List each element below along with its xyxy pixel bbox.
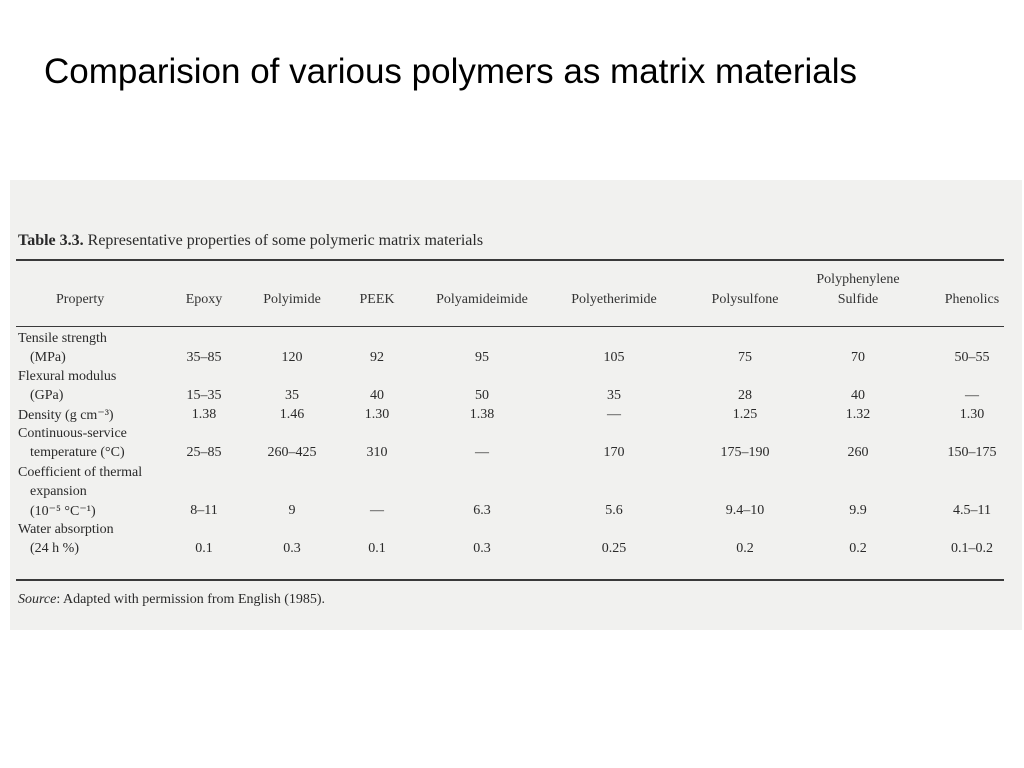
cell-temp-epoxy: 25–85 [186,445,222,460]
header-epoxy: Epoxy [185,292,223,307]
cell-water-polyetherimide: 0.25 [601,541,627,556]
cell-tensile-polyetherimide: 105 [603,350,625,365]
cell-flexural-phenolics: — [965,388,979,403]
cell-water-epoxy: 0.1 [195,541,213,556]
cell-cte-phenolics: 4.5–11 [953,503,991,518]
table-source-note: Source: Adapted with permission from Eng… [18,592,325,608]
cell-temp-polyamideimide: — [475,445,489,460]
cell-temp-phenolics: 150–175 [947,445,997,460]
header-peek: PEEK [359,292,395,307]
header-property: Property [56,292,105,307]
cell-flexural-polyetherimide: 35 [607,388,621,403]
cell-temp-polysulfone: 175–190 [720,445,770,460]
cell-density-phenolics: 1.30 [959,407,985,422]
source-text: : Adapted with permission from English (… [56,592,326,607]
cell-flexural-peek: 40 [370,388,384,403]
row-label-tensile: Tensile strength [18,331,107,346]
cell-flexural-epoxy: 15–35 [186,388,222,403]
cell-flexural-polysulfone: 28 [738,388,752,403]
row-label-flexural-unit: (GPa) [30,388,64,403]
cell-cte-polysulfone: 9.4–10 [725,503,765,518]
table-caption: Table 3.3. Representative properties of … [18,232,483,250]
header-phenolics: Phenolics [944,292,1000,307]
cell-tensile-polysulfone: 75 [738,350,752,365]
row-label-cte-unit: (10⁻⁵ °C⁻¹) [30,504,96,519]
cell-tensile-epoxy: 35–85 [186,350,222,365]
cell-tensile-pps: 70 [851,350,865,365]
table-scan-image: Table 3.3. Representative properties of … [10,180,1022,630]
table-caption-text: Representative properties of some polyme… [87,232,484,249]
row-label-water: Water absorption [18,522,114,537]
row-label-density: Density (g cm⁻³) [18,408,114,423]
header-sulfide: Sulfide [837,292,879,307]
cell-flexural-polyimide: 35 [285,388,299,403]
cell-cte-pps: 9.9 [849,503,867,518]
header-polysulfone: Polysulfone [711,292,779,307]
cell-tensile-phenolics: 50–55 [954,350,990,365]
cell-flexural-polyamideimide: 50 [475,388,489,403]
cell-cte-polyimide: 9 [288,503,296,518]
cell-tensile-polyimide: 120 [281,350,303,365]
table-top-rule [16,259,1004,261]
cell-temp-polyimide: 260–425 [267,445,317,460]
row-label-service-temp: Continuous-service [18,426,127,441]
row-label-tensile-unit: (MPa) [30,350,66,365]
header-polyimide: Polyimide [263,292,321,307]
cell-density-pps: 1.32 [845,407,871,422]
cell-temp-peek: 310 [366,445,388,460]
table-bottom-rule [16,579,1004,581]
cell-flexural-pps: 40 [851,388,865,403]
header-polyphenylene: Polyphenylene [816,272,900,287]
row-label-service-temp-unit: temperature (°C) [30,445,125,460]
header-polyetherimide: Polyetherimide [571,292,657,307]
cell-water-polyimide: 0.3 [283,541,301,556]
cell-water-polyamideimide: 0.3 [473,541,491,556]
cell-tensile-polyamideimide: 95 [475,350,489,365]
slide-title: Comparision of various polymers as matri… [44,52,858,91]
cell-density-polyetherimide: — [607,407,621,422]
row-label-cte-line2: expansion [30,484,87,499]
cell-cte-peek: — [370,503,384,518]
row-label-flexural: Flexural modulus [18,369,117,384]
cell-tensile-peek: 92 [370,350,384,365]
cell-cte-epoxy: 8–11 [190,503,218,518]
cell-temp-pps: 260 [847,445,869,460]
cell-density-polyamideimide: 1.38 [469,407,495,422]
table-header-rule [16,326,1004,327]
cell-temp-polyetherimide: 170 [603,445,625,460]
row-label-cte: Coefficient of thermal [18,465,143,480]
cell-density-polyimide: 1.46 [279,407,305,422]
cell-water-phenolics: 0.1–0.2 [951,541,993,556]
header-polyamideimide: Polyamideimide [436,292,528,307]
cell-density-peek: 1.30 [364,407,390,422]
cell-water-polysulfone: 0.2 [736,541,754,556]
table-label: Table 3.3. [18,232,84,249]
source-label: Source [18,592,57,607]
cell-water-peek: 0.1 [368,541,386,556]
row-label-water-unit: (24 h %) [30,541,79,556]
cell-density-epoxy: 1.38 [191,407,217,422]
cell-cte-polyamideimide: 6.3 [473,503,491,518]
cell-water-pps: 0.2 [849,541,867,556]
cell-cte-polyetherimide: 5.6 [605,503,623,518]
cell-density-polysulfone: 1.25 [732,407,758,422]
